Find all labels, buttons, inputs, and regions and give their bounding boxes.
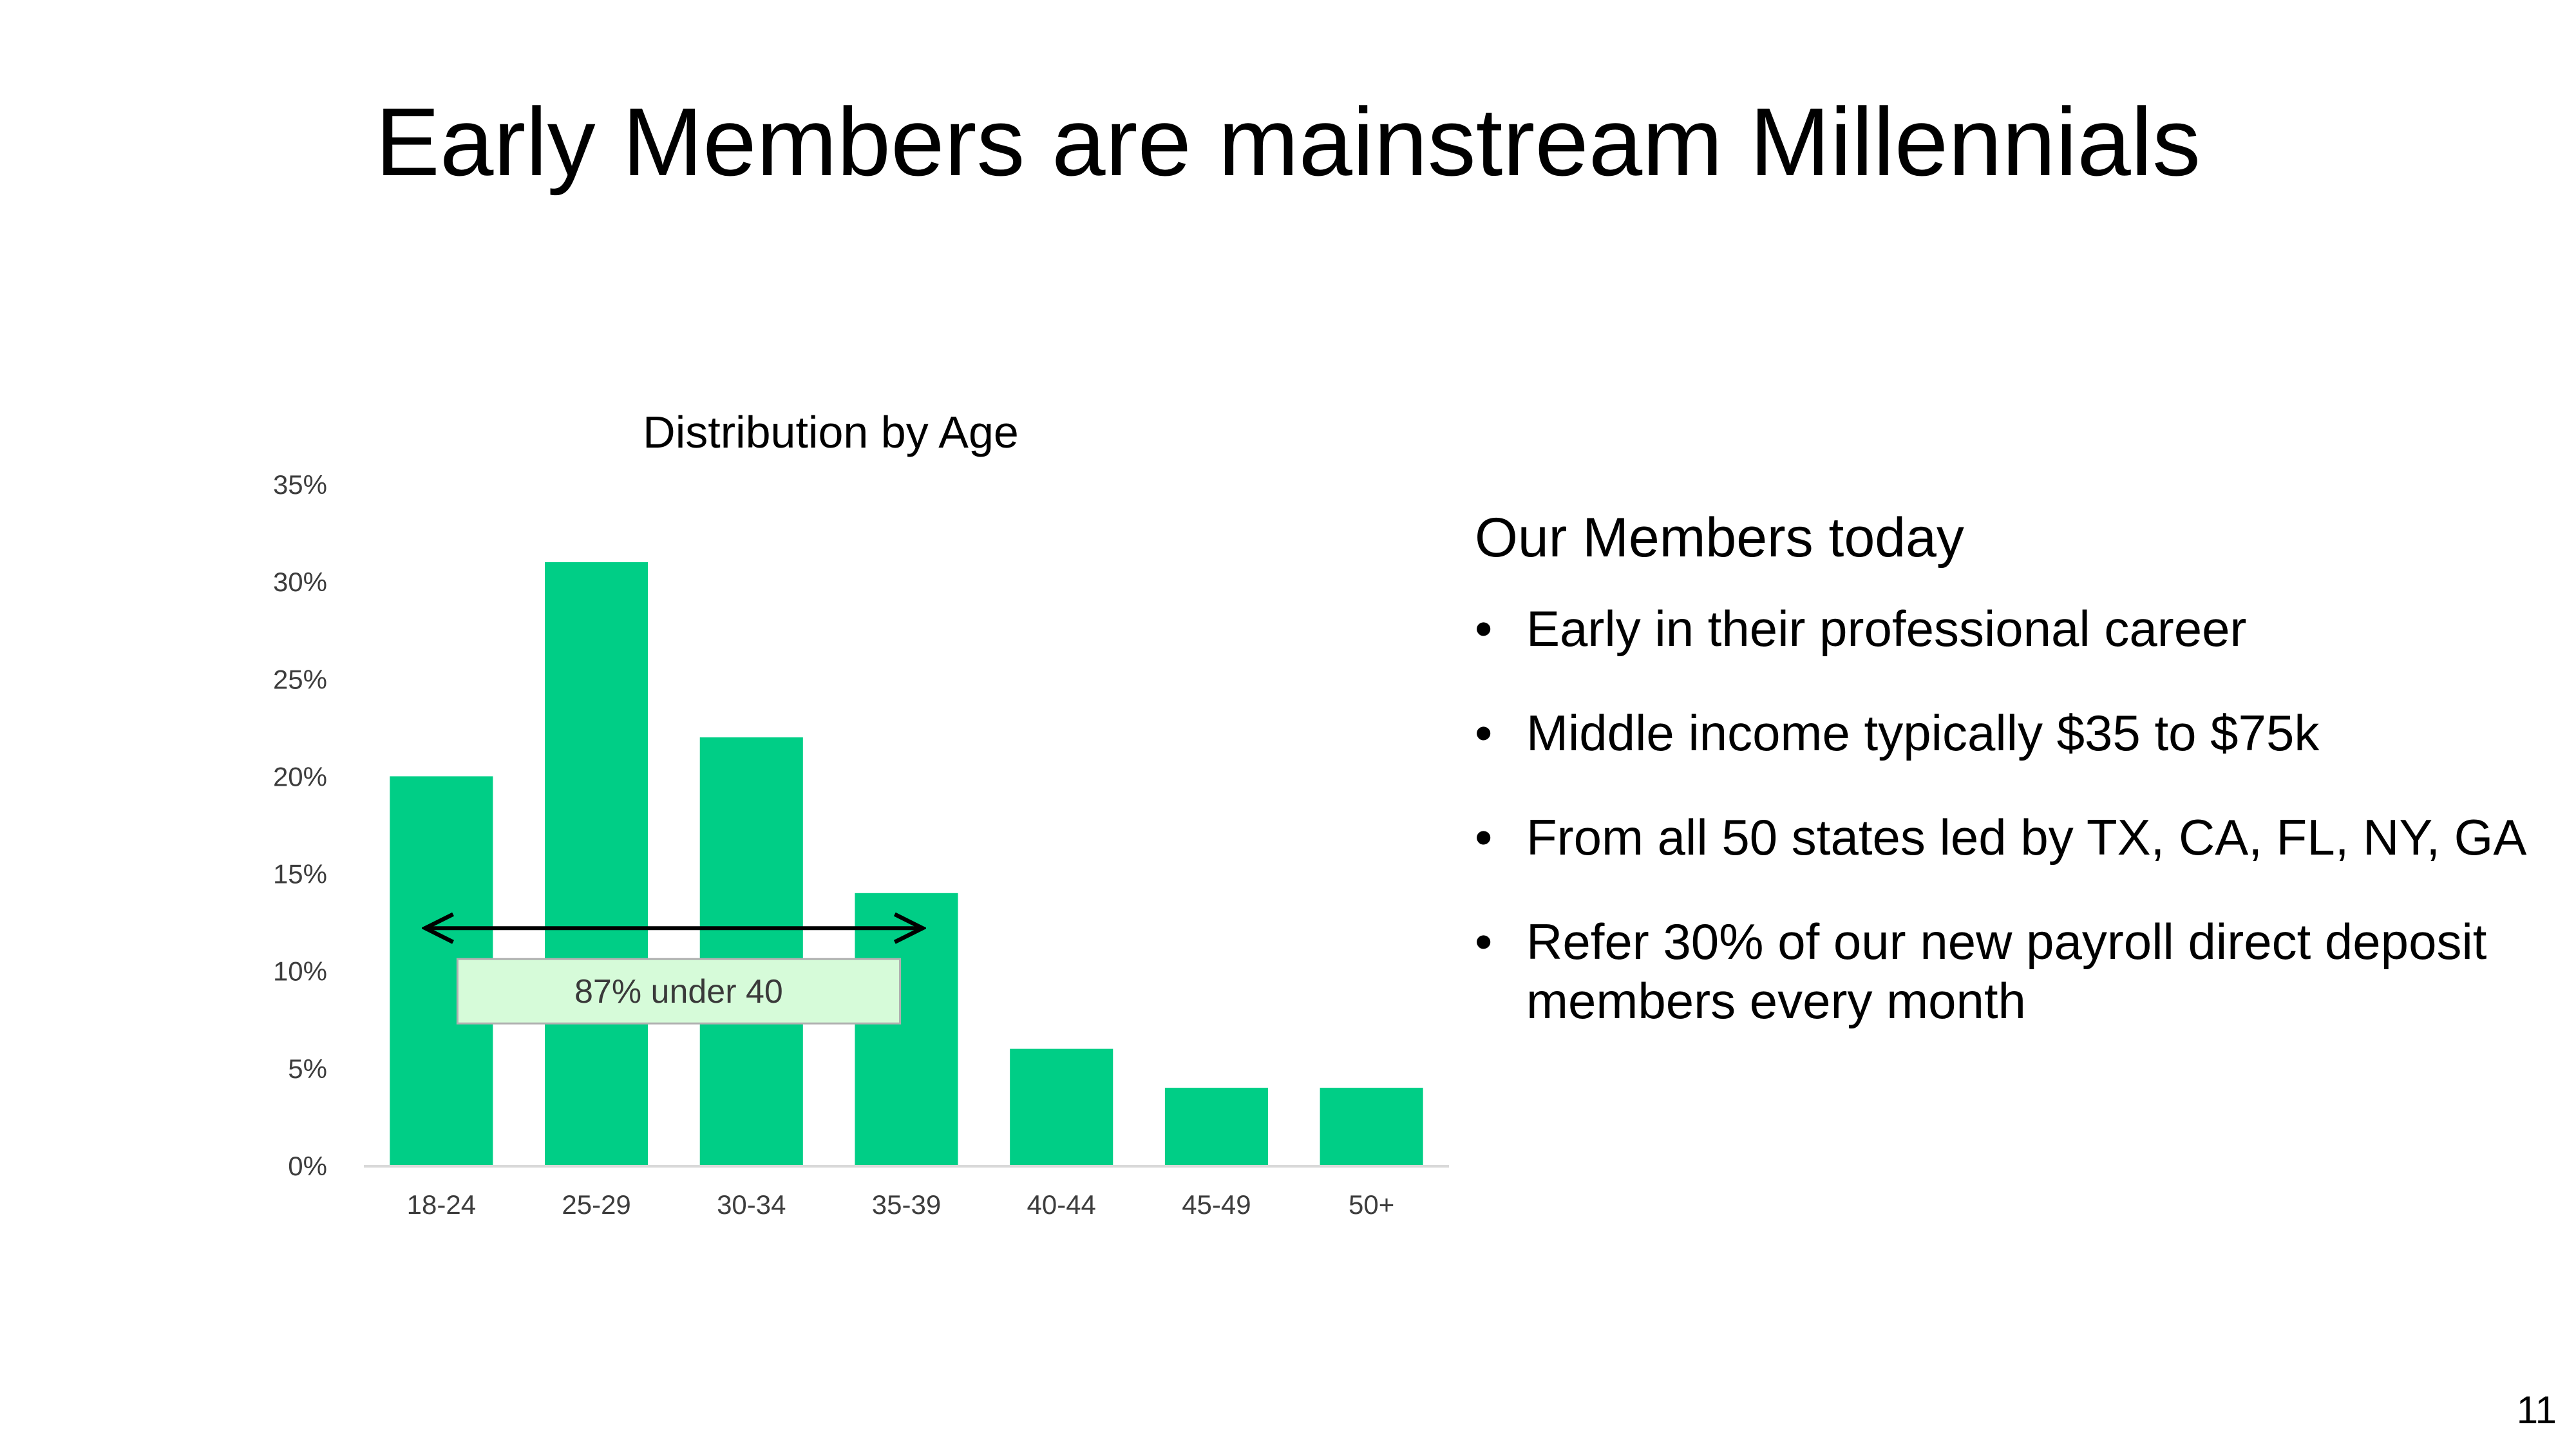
y-axis-ticks: 0% 5% 10% 15% 20% 25% 30% 35% <box>273 469 327 1181</box>
age-distribution-chart: Distribution by Age 0% 5% 10% 15% 20% 25% 30% 3… <box>273 407 1449 1220</box>
x-tick-label: 40-44 <box>1027 1189 1096 1220</box>
bullet-list: • Early in their professional career • M… <box>1475 599 2544 1030</box>
y-tick-label: 25% <box>273 664 327 694</box>
x-tick-label: 18-24 <box>407 1189 476 1220</box>
x-tick-label: 35-39 <box>872 1189 941 1220</box>
y-tick-label: 20% <box>273 761 327 791</box>
bars <box>390 562 1423 1166</box>
y-tick-label: 35% <box>273 469 327 500</box>
bullet-item: • Middle income typically $35 to $75k <box>1475 703 2544 762</box>
x-tick-label: 50+ <box>1349 1189 1394 1220</box>
slide-title: Early Members are mainstream Millennials <box>375 88 2201 196</box>
bullet-text: From all 50 states led by TX, CA, FL, NY… <box>1526 809 2527 866</box>
bar-30-34 <box>699 737 803 1166</box>
y-tick-label: 0% <box>288 1151 327 1181</box>
x-tick-label: 30-34 <box>717 1189 786 1220</box>
bullet-text: Refer 30% of our new payroll direct depo… <box>1526 913 2487 1029</box>
bullet-dot: • <box>1475 913 1493 970</box>
bullet-item: • Early in their professional career <box>1475 599 2544 658</box>
annotation-group: 87% under 40 <box>425 928 922 1025</box>
y-tick-label: 5% <box>288 1054 327 1084</box>
bullet-dot: • <box>1475 600 1493 657</box>
members-panel: Our Members today • Early in their profe… <box>1475 502 2544 1075</box>
bar-25-29 <box>545 562 649 1166</box>
bullet-dot: • <box>1475 809 1493 866</box>
chart-title: Distribution by Age <box>643 407 1019 457</box>
bullet-item: • Refer 30% of our new payroll direct de… <box>1475 912 2544 1030</box>
x-tick-label: 25-29 <box>562 1189 630 1220</box>
bar-35-39 <box>855 893 958 1166</box>
x-tick-label: 45-49 <box>1182 1189 1251 1220</box>
page-number: 11 <box>2516 1388 2557 1432</box>
x-axis-ticks: 18-24 25-29 30-34 35-39 40-44 45-49 50+ <box>407 1189 1395 1220</box>
bullet-dot: • <box>1475 705 1493 761</box>
bullet-text: Middle income typically $35 to $75k <box>1526 705 2320 761</box>
annotation-box <box>456 958 901 1025</box>
bar-45-49 <box>1164 1088 1268 1166</box>
y-tick-label: 10% <box>273 956 327 987</box>
annotation-label: 87% under 40 <box>574 973 783 1010</box>
panel-heading: Our Members today <box>1475 507 1964 569</box>
y-tick-label: 30% <box>273 567 327 597</box>
bullet-text: Early in their professional career <box>1526 600 2247 657</box>
bar-40-44 <box>1010 1048 1113 1166</box>
bullet-item: • From all 50 states led by TX, CA, FL, … <box>1475 808 2544 867</box>
y-tick-label: 15% <box>273 859 327 889</box>
bar-50+ <box>1320 1088 1423 1166</box>
